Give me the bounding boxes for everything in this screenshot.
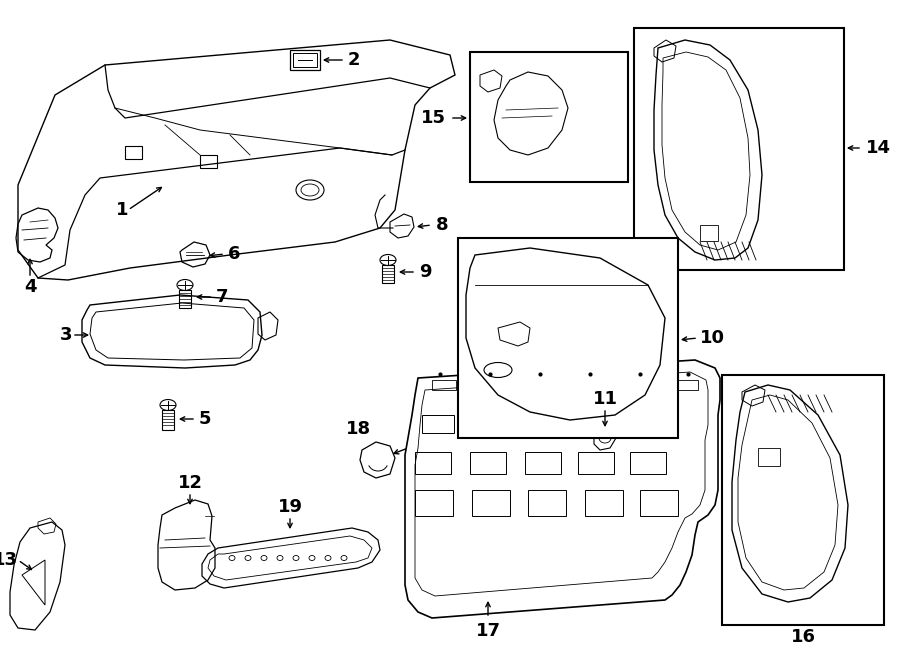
Bar	[700, 225, 718, 241]
Text: 2: 2	[348, 51, 361, 69]
Text: 19: 19	[277, 498, 302, 516]
Bar	[162, 410, 174, 430]
Text: 8: 8	[436, 216, 448, 234]
Bar	[470, 52, 628, 182]
Bar	[758, 448, 780, 466]
Bar	[475, 415, 507, 433]
Bar	[125, 146, 142, 159]
Text: 11: 11	[592, 390, 617, 408]
Bar	[422, 415, 454, 433]
Bar	[722, 375, 884, 625]
Bar	[528, 490, 566, 516]
Bar	[528, 415, 560, 433]
Text: 4: 4	[23, 278, 36, 296]
Text: 5: 5	[199, 410, 212, 428]
Bar	[578, 452, 614, 474]
Bar	[634, 28, 844, 270]
Text: 3: 3	[59, 326, 72, 344]
Bar	[293, 53, 317, 67]
Bar	[179, 290, 191, 308]
Bar	[674, 380, 698, 390]
Bar	[200, 155, 217, 168]
Bar	[458, 238, 678, 438]
Text: 10: 10	[700, 329, 725, 347]
Text: 6: 6	[228, 245, 240, 263]
Bar	[470, 452, 506, 474]
Bar	[626, 380, 650, 390]
Bar	[382, 265, 394, 283]
Bar	[290, 50, 320, 70]
Bar	[525, 452, 561, 474]
Text: 17: 17	[475, 622, 500, 640]
Bar	[415, 490, 453, 516]
Text: 12: 12	[177, 474, 202, 492]
Text: 1: 1	[115, 201, 128, 219]
Text: 18: 18	[346, 420, 371, 438]
Bar	[630, 452, 666, 474]
Text: 7: 7	[216, 288, 229, 306]
Text: 14: 14	[866, 139, 891, 157]
Bar	[632, 415, 664, 433]
Bar	[415, 452, 451, 474]
Bar	[480, 380, 504, 390]
Text: 16: 16	[790, 628, 815, 646]
Bar	[585, 490, 623, 516]
Text: 13: 13	[0, 551, 18, 569]
Bar	[432, 380, 456, 390]
Text: 9: 9	[419, 263, 431, 281]
Bar	[580, 415, 612, 433]
Bar	[578, 380, 602, 390]
Bar	[530, 380, 554, 390]
Text: 15: 15	[421, 109, 446, 127]
Bar	[472, 490, 510, 516]
Bar	[640, 490, 678, 516]
